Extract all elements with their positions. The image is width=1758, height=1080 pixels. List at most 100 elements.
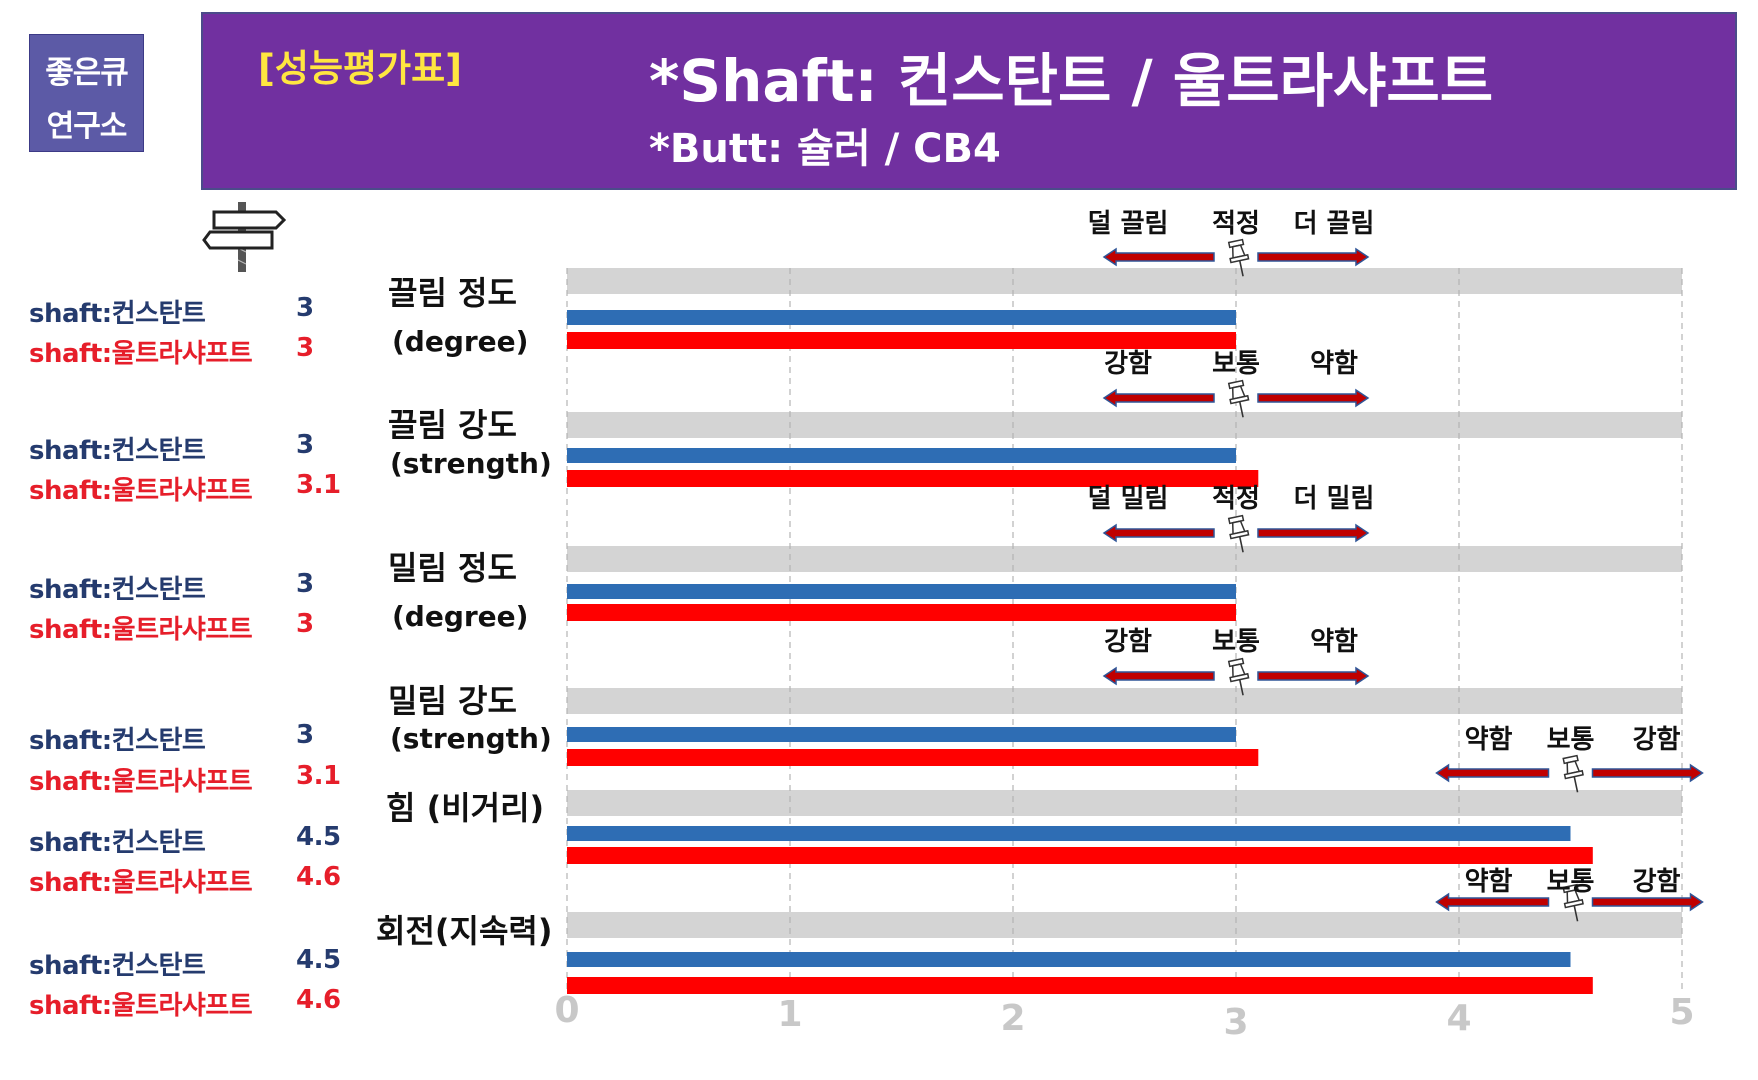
scale-arrow-left xyxy=(1102,666,1215,686)
scale-label-right: 강함 xyxy=(1633,867,1681,897)
legend-row-b: shaft:울트라샤프트 3.1 xyxy=(29,761,341,798)
legend-row-a: shaft:컨스탄트 3 xyxy=(29,430,314,467)
scale-arrow-left xyxy=(1435,763,1550,783)
category-sublabel: (strength) xyxy=(390,722,552,755)
legend-value: 3 xyxy=(296,333,314,363)
scale-label-mid: 보통 xyxy=(1212,627,1260,657)
signpost-icon xyxy=(202,202,286,272)
logo-line1: 좋은큐 xyxy=(45,55,129,91)
legend-row-b: shaft:울트라샤프트 4.6 xyxy=(29,862,341,899)
legend-value: 3 xyxy=(296,569,314,599)
scale-label-left: 강함 xyxy=(1104,349,1152,379)
track-band xyxy=(567,268,1682,294)
track-band xyxy=(567,912,1682,938)
legend-series-label: shaft:울트라샤프트 xyxy=(29,615,253,645)
legend-value: 4.5 xyxy=(296,822,341,852)
category-sublabel: (degree) xyxy=(392,325,529,358)
x-tick-label: 1 xyxy=(777,994,802,1035)
scale-label-right: 더 끌림 xyxy=(1294,209,1375,239)
pushpin-icon xyxy=(1227,238,1250,277)
legend-row-a: shaft:컨스탄트 3 xyxy=(29,569,314,606)
x-tick-label: 0 xyxy=(554,990,579,1031)
legend-series-label: shaft:컨스탄트 xyxy=(29,575,206,605)
scale-label-mid: 보통 xyxy=(1547,867,1595,897)
bar-series-b xyxy=(567,977,1593,994)
category-sublabel: (degree) xyxy=(392,600,529,633)
scale-label-mid: 보통 xyxy=(1212,349,1260,379)
pushpin-icon xyxy=(1562,883,1584,922)
scale-arrow-right xyxy=(1257,666,1370,686)
scale-label-left: 약함 xyxy=(1465,725,1513,755)
bar-series-a xyxy=(567,826,1571,841)
scale-label-right: 강함 xyxy=(1633,725,1681,755)
legend-value: 3 xyxy=(296,720,314,750)
scale-arrow-right xyxy=(1591,892,1704,912)
legend-row-a: shaft:컨스탄트 3 xyxy=(29,720,314,757)
scale-arrow-left xyxy=(1435,892,1550,912)
bar-series-b xyxy=(567,847,1593,864)
x-tick-label: 3 xyxy=(1223,1002,1248,1043)
track-band xyxy=(567,688,1682,714)
scale-arrow-left xyxy=(1102,523,1215,543)
legend-series-label: shaft:컨스탄트 xyxy=(29,436,206,466)
legend-series-label: shaft:울트라샤프트 xyxy=(29,868,253,898)
x-tick-label: 2 xyxy=(1000,998,1025,1039)
banner-tag: [성능평가표] xyxy=(258,47,463,90)
scale-label-left: 덜 밀림 xyxy=(1088,484,1169,514)
category-sublabel: (strength) xyxy=(390,447,552,480)
scale-arrow-right xyxy=(1257,523,1370,543)
scale-arrow-right xyxy=(1591,763,1704,783)
scale-label-mid: 적정 xyxy=(1212,484,1260,514)
x-tick-label: 4 xyxy=(1446,998,1471,1039)
page-title: *Shaft: 컨스탄트 / 울트라샤프트 xyxy=(649,47,1494,115)
bar-series-b xyxy=(567,470,1259,487)
legend-value: 4.5 xyxy=(296,945,341,975)
title-banner: [성능평가표] *Shaft: 컨스탄트 / 울트라샤프트 *Butt: 슐러 … xyxy=(201,12,1737,190)
scale-arrow-left xyxy=(1102,388,1215,408)
pushpin-icon xyxy=(1562,754,1584,793)
bar-series-a xyxy=(567,584,1236,599)
scale-label-left: 덜 끌림 xyxy=(1088,209,1169,239)
logo: 좋은큐 연구소 xyxy=(29,34,144,152)
legend-row-a: shaft:컨스탄트 3 xyxy=(29,293,314,330)
category-label: 밀림 강도 xyxy=(388,682,517,720)
legend-series-label: shaft:울트라샤프트 xyxy=(29,339,253,369)
legend-value: 3 xyxy=(296,430,314,460)
legend-row-b: shaft:울트라샤프트 3 xyxy=(29,609,314,646)
bar-series-b xyxy=(567,604,1236,621)
scale-label-right: 약함 xyxy=(1310,349,1358,379)
legend-series-label: shaft:컨스탄트 xyxy=(29,951,206,981)
scale-label-left: 약함 xyxy=(1465,867,1513,897)
bar-series-a xyxy=(567,310,1236,325)
legend-series-label: shaft:울트라샤프트 xyxy=(29,476,253,506)
bar-series-a xyxy=(567,952,1571,967)
category-label: 끌림 강도 xyxy=(388,406,517,444)
track-band xyxy=(567,546,1682,572)
scale-label-right: 약함 xyxy=(1310,627,1358,657)
page-subtitle: *Butt: 슐러 / CB4 xyxy=(649,126,1001,172)
scale-arrow-right xyxy=(1257,388,1370,408)
track-band xyxy=(567,790,1682,816)
scale-label-mid: 적정 xyxy=(1212,209,1260,239)
bar-series-b xyxy=(567,749,1259,766)
category-label: 회전(지속력) xyxy=(376,912,553,950)
legend-row-b: shaft:울트라샤프트 3.1 xyxy=(29,470,341,507)
legend-value: 3.1 xyxy=(296,470,341,500)
scale-label-mid: 보통 xyxy=(1547,725,1595,755)
category-label: 힘 (비거리) xyxy=(386,789,545,827)
pushpin-icon xyxy=(1227,657,1250,696)
legend-series-label: shaft:컨스탄트 xyxy=(29,299,206,329)
legend-row-b: shaft:울트라샤프트 3 xyxy=(29,333,314,370)
legend-row-a: shaft:컨스탄트 4.5 xyxy=(29,822,341,859)
scale-arrow-left xyxy=(1102,247,1215,267)
legend-series-label: shaft:울트라샤프트 xyxy=(29,767,253,797)
x-tick-label: 5 xyxy=(1669,992,1694,1033)
bar-series-b xyxy=(567,332,1236,349)
track-band xyxy=(567,412,1682,438)
legend-series-label: shaft:컨스탄트 xyxy=(29,726,206,756)
legend-series-label: shaft:컨스탄트 xyxy=(29,828,206,858)
legend-value: 3 xyxy=(296,609,314,639)
logo-line2: 연구소 xyxy=(46,109,128,144)
legend-value: 4.6 xyxy=(296,985,341,1015)
